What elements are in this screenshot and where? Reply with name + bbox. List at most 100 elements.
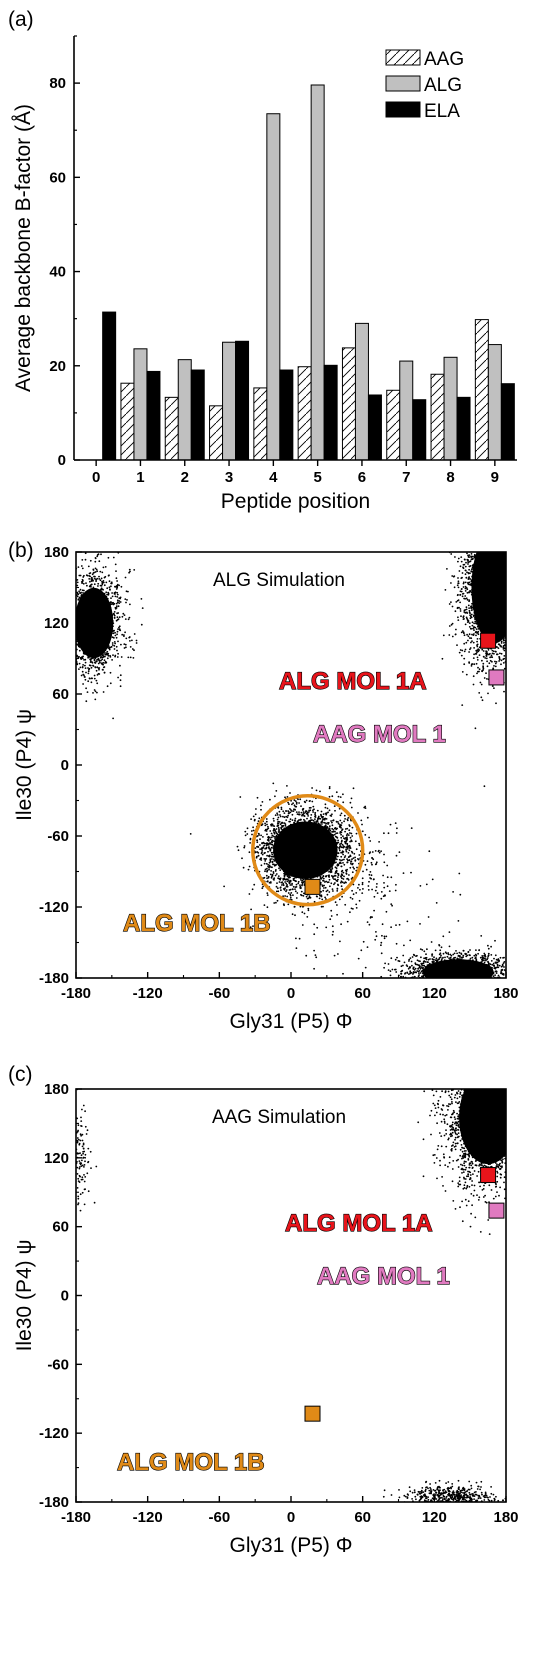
data-point [90,666,93,669]
data-point [511,631,513,633]
data-point [277,807,280,809]
data-point [511,636,513,638]
data-point [266,906,269,909]
data-point [497,561,499,563]
data-point [476,577,479,580]
data-point [459,470,461,472]
data-point [124,631,126,634]
data-point [509,580,511,582]
data-point [473,508,475,510]
data-point [511,635,513,637]
data-point [91,604,93,607]
data-point [89,629,92,632]
data-point [493,548,495,550]
data-point [500,659,503,662]
data-point [99,625,101,627]
data-point [534,541,536,543]
data-point [60,610,62,612]
data-point [521,596,523,598]
data-point [473,602,476,604]
data-point [78,662,81,665]
data-point [519,535,521,537]
data-point [105,615,108,618]
data-point [106,657,109,660]
data-point [500,513,502,515]
data-point [76,584,79,587]
data-point [503,595,505,598]
data-point [73,594,75,596]
data-point [508,618,510,620]
data-point [509,536,511,538]
data-point [84,678,87,681]
data-point [451,526,453,528]
data-point [456,584,459,587]
data-point [322,813,325,815]
data-point [506,543,508,545]
data-point [488,535,490,537]
data-point [475,574,477,577]
data-point [513,559,515,561]
data-point [517,450,519,452]
data-point [510,586,512,588]
bar-alg-2 [177,359,192,461]
data-point [490,546,492,548]
data-point [64,652,66,654]
data-point [505,540,507,542]
data-point [507,547,509,549]
data-point [471,592,473,594]
data-point [95,644,98,647]
data-point [118,616,121,619]
data-point [498,538,500,540]
data-point [90,615,92,618]
data-point [525,529,527,531]
data-point [312,831,314,834]
data-point [501,570,504,573]
data-point [118,628,121,631]
data-point [502,545,504,547]
data-point [495,616,498,619]
data-point [513,617,515,619]
data-point [89,588,92,591]
data-point [58,643,60,645]
data-point [510,637,512,639]
data-point [484,547,486,549]
data-point [328,787,331,790]
data-point [511,555,513,557]
data-point [490,534,492,536]
data-point [316,825,318,828]
data-point [73,582,75,584]
data-point [470,568,473,571]
data-point [488,585,491,587]
bar-ela-0 [102,311,117,461]
data-point [70,597,72,599]
data-point [477,532,479,534]
data-point [491,562,493,564]
data-point [482,549,484,551]
data-point [459,565,462,568]
data-point [484,612,487,615]
y-tick-label: 20 [49,358,66,375]
data-point [486,556,489,559]
data-point [522,623,524,625]
data-point [324,806,327,809]
data-point [502,609,505,612]
data-point [310,814,313,816]
data-point [78,615,80,618]
data-point [516,555,518,557]
data-point [518,566,520,568]
data-point [527,592,529,594]
data-point [72,619,74,621]
data-point [508,524,510,526]
data-point [481,605,483,608]
data-point [494,545,496,547]
data-point [487,509,489,511]
data-point [507,526,509,528]
data-point [485,622,488,624]
data-point [482,539,484,541]
data-point [518,642,520,644]
data-point [87,632,90,634]
data-point [508,561,510,563]
data-point [337,822,340,825]
data-point [326,831,329,834]
